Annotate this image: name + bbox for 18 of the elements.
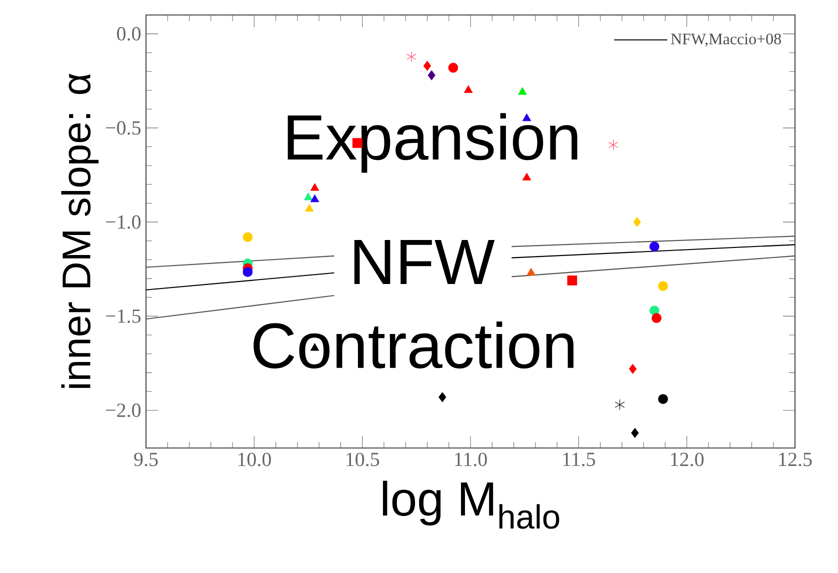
- y-tick-label: −1.0: [106, 215, 141, 229]
- x-tick-label: 9.5: [134, 452, 158, 466]
- x-tick-label: 11.5: [563, 452, 596, 466]
- y-tick-label: −2.0: [106, 404, 141, 418]
- x-tick-label: 10.0: [238, 452, 271, 466]
- x-axis-title: log M$_{halo}$: [382, 480, 560, 529]
- x-tick-label: 10.5: [346, 452, 380, 466]
- legend-label: NFW,Maccio+08: [670, 34, 781, 47]
- annotation: Expansion: [288, 113, 578, 173]
- annotation: Contraction: [254, 321, 574, 368]
- x-tick-label: 11.0: [455, 452, 487, 466]
- y-axis-title: inner DM slope: α: [61, 74, 99, 388]
- annotation: NFW: [354, 240, 495, 284]
- y-tick-label: 0.0: [117, 27, 141, 41]
- y-tick-label: −0.5: [106, 121, 141, 135]
- x-tick-label: 12.5: [779, 452, 812, 466]
- y-tick-label: −1.5: [106, 309, 141, 323]
- x-tick-label: 12.0: [671, 452, 704, 466]
